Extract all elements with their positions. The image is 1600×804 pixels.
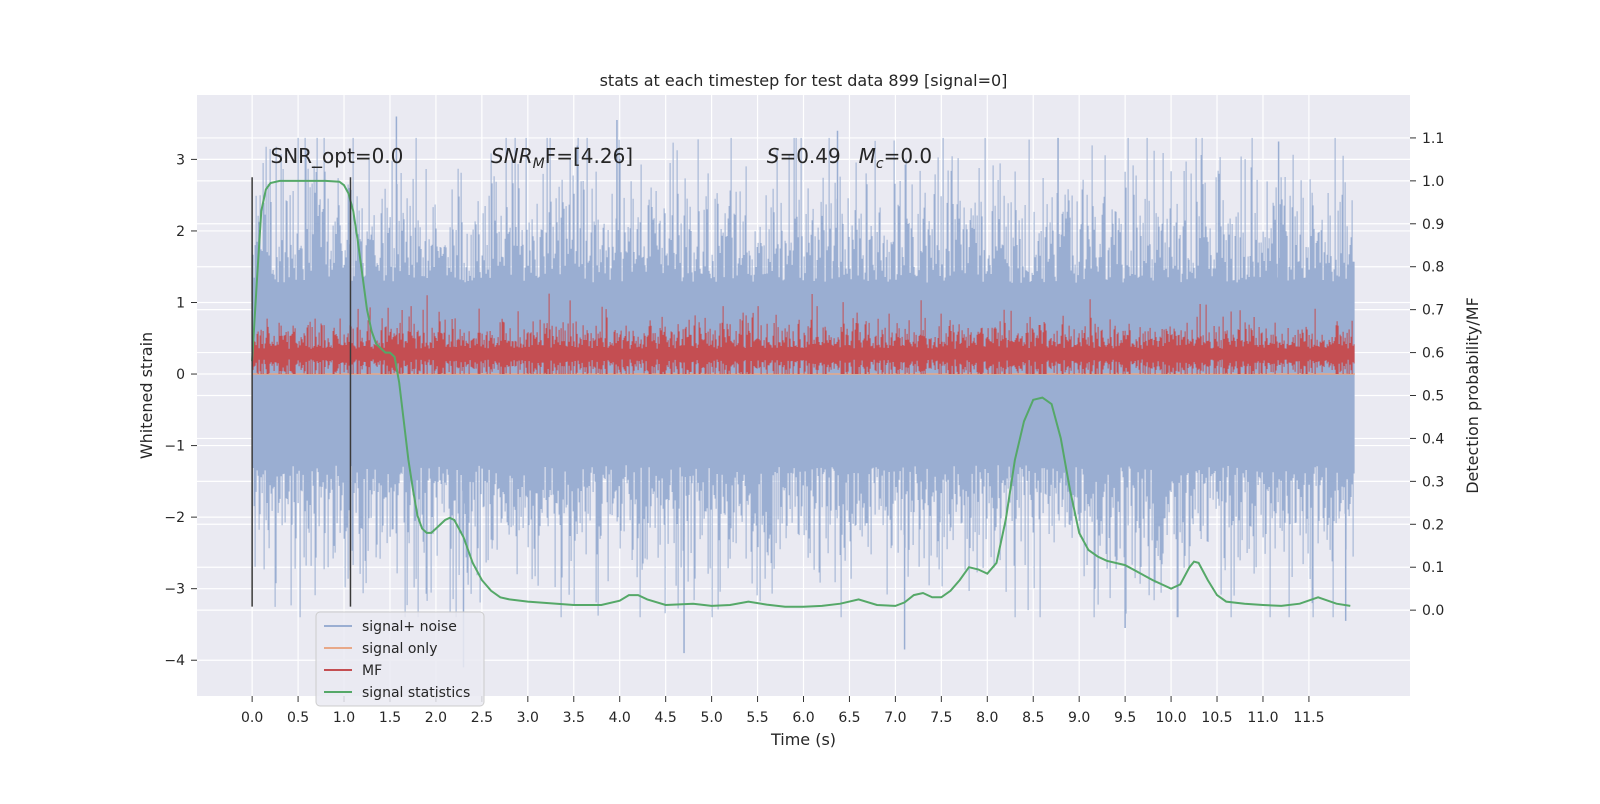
y-tick-label: 1 [176, 295, 185, 311]
right-y-tick-label: 0.1 [1422, 560, 1444, 576]
x-tick-label: 0.5 [287, 710, 309, 726]
x-tick-label: 1.5 [379, 710, 401, 726]
x-tick-label: 2.5 [471, 710, 493, 726]
axes-layer: 0.0 0.5 1.0 1.5 2.0 2.5 3.0 3.5 4.0 4.5 5.0 5.5 6.0 6… [164, 131, 1444, 726]
right-y-tick-label: 1.0 [1422, 174, 1444, 190]
y-tick-label: −2 [164, 510, 185, 526]
x-tick-label: 4.5 [655, 710, 677, 726]
x-tick-label: 10.5 [1201, 710, 1232, 726]
x-tick-label: 11.5 [1293, 710, 1324, 726]
x-tick-label: 5.0 [700, 710, 722, 726]
annotation-mc-symbol: M [859, 144, 876, 168]
chart-title: stats at each timestep for test data 899… [600, 71, 1008, 90]
legend-box [315, 611, 485, 707]
annotation-snr-mf-subscript: M [533, 156, 545, 172]
x-tick-label: 6.5 [838, 710, 860, 726]
right-y-tick-label: 0.5 [1422, 389, 1444, 405]
right-y-tick-label: 0.9 [1422, 217, 1444, 233]
annotation-mc-value: =0.0 [884, 144, 933, 168]
x-tick-label: 10.0 [1155, 710, 1186, 726]
y-axis-label: Whitened strain [137, 332, 156, 459]
legend-label: signal+ noise [362, 619, 457, 635]
x-tick-label: 6.0 [792, 710, 814, 726]
x-tick-label: 7.0 [884, 710, 906, 726]
x-tick-label: 9.5 [1114, 710, 1136, 726]
annotation-snr-mf-symbol: SNR [491, 144, 533, 168]
x-tick-label: 7.5 [930, 710, 952, 726]
annotation-s: S=0.49 [767, 144, 841, 168]
legend: signal+ noise signal only MF signal statist… [315, 611, 485, 707]
right-y-tick-label: 0.7 [1422, 303, 1444, 319]
right-y-tick-label: 0.3 [1422, 474, 1444, 490]
legend-label: signal statistics [362, 685, 470, 701]
annotation-snr-mf: SNRMF=[4.26] [491, 144, 633, 172]
x-tick-label: 9.0 [1068, 710, 1090, 726]
x-tick-label: 8.0 [976, 710, 998, 726]
right-y-tick-label: 0.0 [1422, 603, 1444, 619]
x-tick-label: 11.0 [1247, 710, 1278, 726]
annotation-snr-mf-value: F=[4.26] [545, 144, 633, 168]
legend-label: MF [362, 663, 382, 679]
x-tick-label: 1.0 [333, 710, 355, 726]
series-layer [251, 116, 1355, 668]
annotation-s-symbol: S [767, 144, 780, 168]
x-tick-label: 8.5 [1022, 710, 1044, 726]
right-y-tick-label: 1.1 [1422, 131, 1444, 147]
x-axis-label: Time (s) [770, 730, 836, 749]
x-tick-label: 3.0 [517, 710, 539, 726]
right-y-tick-label: 0.8 [1422, 260, 1444, 276]
y-tick-label: −4 [164, 653, 185, 669]
right-y-tick-label: 0.6 [1422, 346, 1444, 362]
annotation-snr-opt: SNR_opt=0.0 [271, 144, 404, 168]
series-signal-statistics-line [251, 179, 1351, 608]
annotation-s-value: =0.49 [779, 144, 840, 168]
y-tick-label: −3 [164, 582, 185, 598]
x-tick-label: 4.0 [609, 710, 631, 726]
annotation-mc: Mc=0.0 [859, 144, 933, 172]
right-y-axis-label: Detection probability/MF [1463, 297, 1482, 494]
right-y-tick-label: 0.2 [1422, 517, 1444, 533]
x-tick-label: 5.5 [746, 710, 768, 726]
x-tick-label: 0.0 [241, 710, 263, 726]
x-tick-label: 3.5 [563, 710, 585, 726]
y-tick-label: 0 [176, 367, 185, 383]
y-tick-label: 3 [176, 152, 185, 168]
x-tick-label: 2.0 [425, 710, 447, 726]
right-y-tick-label: 0.4 [1422, 431, 1444, 447]
y-tick-label: 2 [176, 224, 185, 240]
annotation-mc-subscript: c [876, 156, 884, 172]
legend-label: signal only [362, 641, 437, 657]
y-tick-label: −1 [164, 439, 185, 455]
